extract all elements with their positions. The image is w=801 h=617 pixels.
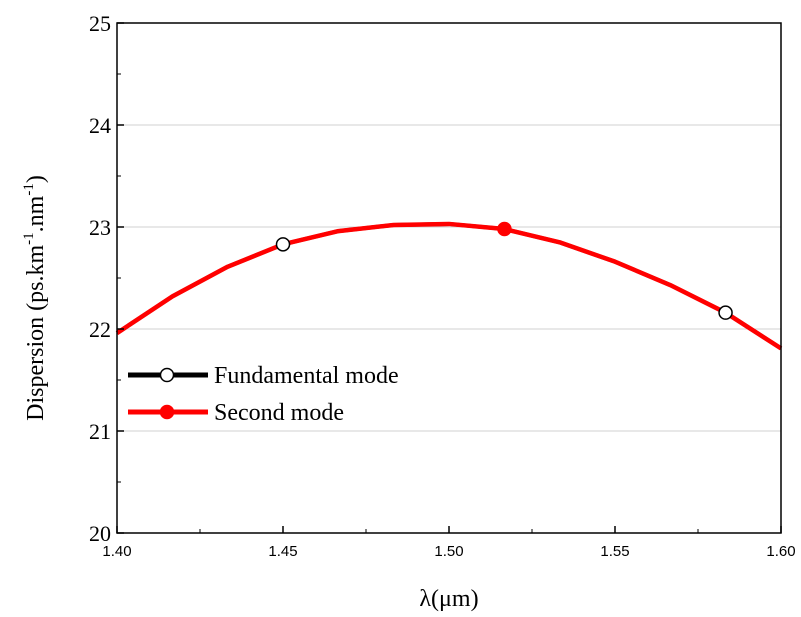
x-tick-label: 1.50 — [434, 543, 463, 560]
y-tick-label: 20 — [89, 521, 111, 546]
legend-marker-fundamental — [159, 367, 175, 383]
series-layer — [115, 221, 783, 351]
legend: Fundamental mode Second mode — [128, 363, 399, 426]
y-axis-label-sup1: -1 — [21, 232, 37, 245]
x-axis-label: λ(μm) — [419, 586, 478, 612]
y-axis-label-prefix: Dispersion (ps.km — [23, 245, 49, 421]
x-tick-label: 1.60 — [766, 543, 795, 560]
legend-marker-second — [159, 404, 175, 420]
series-marker-0 — [718, 305, 733, 320]
x-tick-labels: 1.40 1.45 1.50 1.55 1.60 — [102, 543, 795, 560]
series-line-1 — [115, 221, 783, 351]
y-tick-label: 22 — [89, 317, 111, 342]
y-axis-label-sup2: -1 — [21, 183, 37, 196]
legend-item-fundamental: Fundamental mode — [128, 363, 399, 389]
y-tick-labels: 20 21 22 23 24 25 — [89, 11, 111, 546]
legend-label-second: Second mode — [214, 400, 344, 426]
x-tick-label: 1.55 — [600, 543, 629, 560]
tick-marks — [116, 22, 782, 534]
series-line-0 — [115, 221, 783, 351]
series-marker-0 — [275, 237, 291, 252]
y-tick-label: 24 — [89, 113, 111, 138]
y-axis-label-suffix: ) — [23, 175, 49, 183]
y-axis-label: Dispersion (ps.km-1.nm-1) — [21, 175, 49, 421]
y-tick-label: 25 — [89, 11, 111, 36]
y-tick-label: 23 — [89, 215, 111, 240]
x-tick-label: 1.45 — [268, 543, 297, 560]
series-marker-1 — [497, 221, 512, 237]
legend-label-fundamental: Fundamental mode — [214, 363, 399, 389]
y-tick-label: 21 — [89, 419, 111, 444]
gridlines — [117, 124, 781, 432]
x-tick-label: 1.40 — [102, 543, 131, 560]
y-axis-label-middle: .nm — [23, 195, 49, 232]
plot-frame — [116, 22, 782, 534]
legend-item-second: Second mode — [128, 400, 344, 426]
